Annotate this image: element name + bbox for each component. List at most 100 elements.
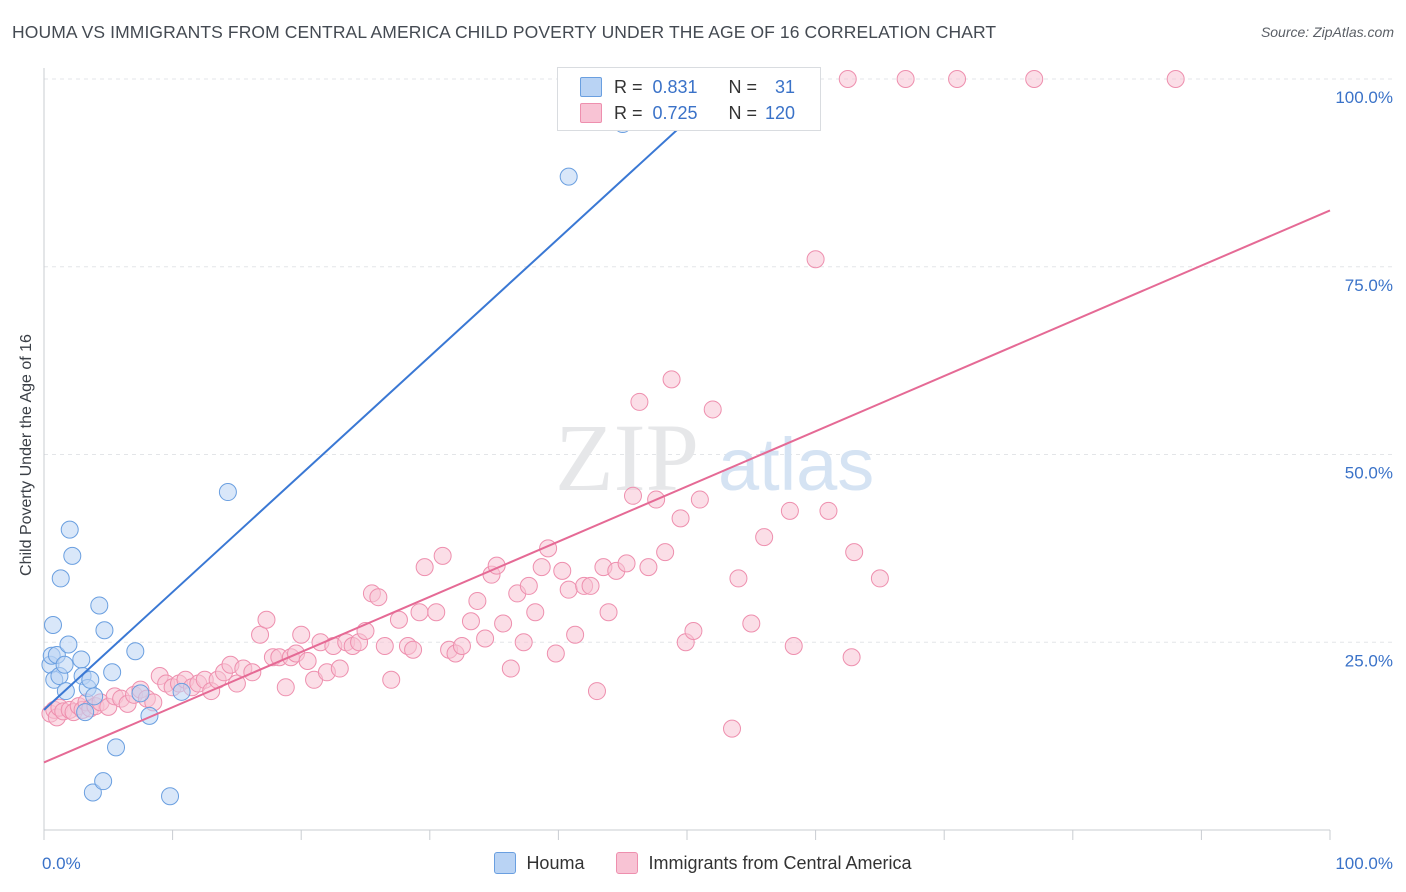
immigrants-point (415, 558, 434, 577)
houma-point (63, 546, 82, 565)
immigrants-point (742, 614, 761, 633)
houma-point (51, 569, 70, 588)
immigrants-point (630, 392, 649, 411)
watermark: ZIP atlas (555, 404, 874, 511)
immigrants-point (427, 603, 446, 622)
immigrants-point (780, 501, 799, 520)
legend-row-houma: R = 0.831 N = 31 (580, 74, 795, 100)
immigrants-point (553, 561, 572, 580)
immigrants-point (292, 625, 311, 644)
houma-point (126, 642, 145, 661)
houma-point (83, 783, 102, 802)
immigrants-point (546, 644, 565, 663)
immigrants-point (519, 576, 538, 595)
y-tick-label: 50.0% (1345, 464, 1393, 483)
x-tick-label: 0.0% (42, 854, 81, 873)
houma-swatch (494, 852, 517, 874)
houma-point (72, 650, 91, 669)
houma-point (90, 596, 109, 615)
houma-point (60, 520, 79, 539)
houma-points (41, 115, 632, 806)
immigrants-point (703, 400, 722, 419)
houma-point (55, 655, 74, 674)
houma-point (161, 787, 180, 806)
series-legend: Houma Immigrants from Central America (0, 852, 1406, 874)
legend-item-immigrants[interactable]: Immigrants from Central America (616, 852, 912, 874)
immigrants-point (755, 528, 774, 547)
legend-label: Immigrants from Central America (648, 852, 912, 873)
houma-point (107, 738, 126, 757)
immigrants-point (819, 501, 838, 520)
immigrants-point (639, 558, 658, 577)
immigrants-point (559, 580, 578, 599)
immigrants-point (684, 621, 703, 640)
immigrants-point (948, 70, 967, 88)
r-value: 0.725 (652, 102, 698, 123)
immigrants-swatch (580, 103, 602, 123)
immigrants-point (845, 543, 864, 562)
houma-trend-line (43, 108, 701, 711)
immigrants-point (690, 490, 709, 509)
immigrants-point (838, 70, 857, 88)
source-label: Source: ZipAtlas.com (1260, 24, 1394, 40)
immigrants-point (662, 370, 681, 389)
immigrants-point (404, 640, 423, 659)
immigrants-point (587, 682, 606, 701)
grid-lines (44, 78, 1392, 643)
legend-label: Houma (526, 852, 585, 873)
immigrants-point (494, 614, 513, 633)
n-value: 31 (775, 76, 796, 97)
x-tick-label: 100.0% (1335, 854, 1393, 873)
immigrants-point (468, 591, 487, 610)
immigrants-point (369, 588, 388, 607)
houma-point (172, 682, 191, 701)
r-label: R = (614, 76, 643, 97)
immigrants-point (276, 678, 295, 697)
immigrants-point (723, 719, 742, 738)
immigrants-point (599, 603, 618, 622)
houma-swatch (580, 77, 602, 97)
houma-point (76, 703, 95, 722)
y-tick-label: 25.0% (1345, 651, 1393, 670)
axes (43, 68, 1331, 840)
watermark-atlas: atlas (718, 423, 874, 506)
n-value: 120 (765, 102, 796, 123)
immigrants-swatch (616, 852, 639, 874)
immigrants-point (581, 576, 600, 595)
y-tick-label: 100.0% (1335, 88, 1393, 107)
houma-point (95, 621, 114, 640)
tick-labels: 25.0% 50.0% 75.0% 100.0% 0.0% 100.0% (42, 88, 1393, 873)
immigrants-point (526, 603, 545, 622)
immigrants-trend-line (43, 209, 1331, 764)
houma-point (131, 684, 150, 703)
correlation-legend: R = 0.831 N = 31 R = 0.725 N = 120 (557, 67, 821, 131)
immigrants-point (330, 659, 349, 678)
r-label: R = (614, 102, 643, 123)
immigrants-point (671, 509, 690, 528)
immigrants-point (298, 652, 317, 671)
houma-point (218, 483, 237, 502)
houma-point (559, 167, 578, 186)
immigrants-point (433, 546, 452, 565)
immigrants-point (617, 554, 636, 573)
immigrants-point (870, 569, 889, 588)
legend-item-houma[interactable]: Houma (494, 852, 584, 874)
immigrants-point (1166, 70, 1185, 88)
immigrants-point (461, 612, 480, 631)
immigrants-point (382, 670, 401, 689)
trend-lines (43, 108, 1331, 764)
immigrants-point (896, 70, 915, 88)
chart-title: HOUMA VS IMMIGRANTS FROM CENTRAL AMERICA… (12, 22, 997, 42)
immigrants-point (656, 543, 675, 562)
immigrants-point (452, 637, 471, 656)
legend-row-immigrants: R = 0.725 N = 120 (580, 100, 795, 126)
n-label: N = (728, 102, 758, 123)
houma-point (44, 615, 63, 634)
houma-point (140, 706, 159, 725)
immigrants-point (532, 558, 551, 577)
immigrants-point (514, 633, 533, 652)
immigrants-point (251, 625, 270, 644)
immigrants-point (623, 486, 642, 505)
immigrants-point (1025, 70, 1044, 88)
